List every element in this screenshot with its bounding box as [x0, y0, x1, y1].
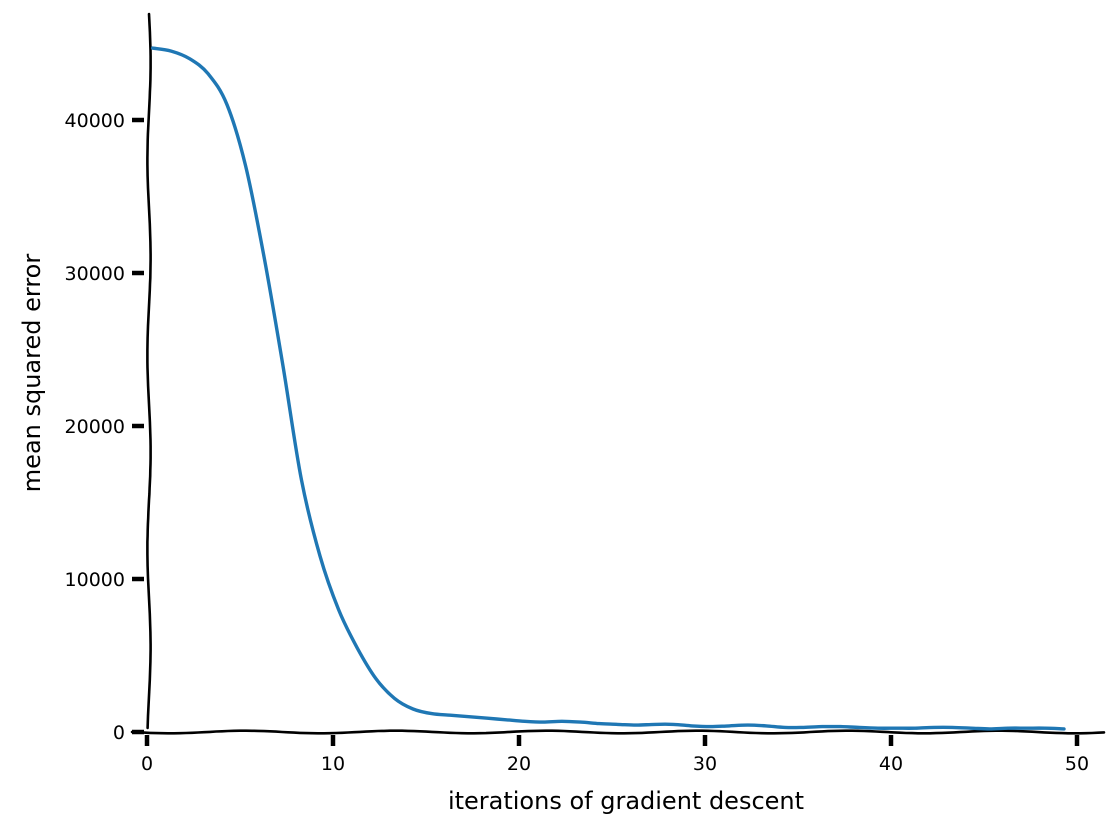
- data-point: [468, 716, 470, 718]
- data-point: [486, 717, 488, 719]
- data-point: [877, 727, 879, 729]
- data-point: [933, 726, 935, 728]
- data-point: [226, 104, 228, 106]
- data-point: [337, 608, 339, 610]
- x-tick-label: 0: [141, 753, 153, 775]
- axes: [130, 12, 1106, 735]
- data-point: [375, 677, 377, 679]
- y-tick-label: 20000: [65, 416, 125, 438]
- y-tick-label: 0: [113, 722, 125, 744]
- data-point: [356, 647, 358, 649]
- data-point: [207, 73, 209, 75]
- data-point: [189, 58, 191, 60]
- data-point: [282, 364, 284, 366]
- data-point: [263, 257, 265, 259]
- x-tick-label: 40: [879, 753, 903, 775]
- data-point: [300, 478, 302, 480]
- data-point: [449, 714, 451, 716]
- data-point: [747, 724, 749, 726]
- data-point: [858, 726, 860, 728]
- ticks: 0 10 20 30 40 50 0 10000 20000 30000 40000: [65, 110, 1090, 775]
- data-point: [914, 727, 916, 729]
- data-point: [765, 725, 767, 727]
- x-tick-label: 20: [507, 753, 531, 775]
- series-layer: [150, 46, 1066, 731]
- data-point: [170, 50, 172, 52]
- data-point: [579, 721, 581, 723]
- data-point: [728, 725, 730, 727]
- data-point: [970, 727, 972, 729]
- data-point: [821, 725, 823, 727]
- data-point: [840, 725, 842, 727]
- x-axis-label: iterations of gradient descent: [448, 787, 804, 815]
- y-axis-label: mean squared error: [18, 254, 46, 493]
- data-point: [691, 725, 693, 727]
- data-point: [523, 720, 525, 722]
- data-point: [802, 726, 804, 728]
- data-point: [151, 47, 153, 49]
- x-axis-line: [130, 729, 1106, 735]
- data-point: [542, 721, 544, 723]
- series-line: [150, 46, 1066, 731]
- data-point: [616, 723, 618, 725]
- y-axis-line: [146, 12, 152, 730]
- data-point: [635, 724, 637, 726]
- data-point: [319, 555, 321, 557]
- y-tick-label: 10000: [65, 569, 125, 591]
- data-point: [598, 722, 600, 724]
- data-point: [1044, 727, 1046, 729]
- data-point: [951, 726, 953, 728]
- y-tick-label: 40000: [65, 110, 125, 132]
- data-point: [672, 723, 674, 725]
- x-tick-label: 50: [1065, 753, 1089, 775]
- data-point: [412, 708, 414, 710]
- data-point: [988, 728, 990, 730]
- data-point: [784, 726, 786, 728]
- x-tick-label: 10: [321, 753, 345, 775]
- data-point: [430, 712, 432, 714]
- data-point: [895, 727, 897, 729]
- data-point: [1026, 727, 1028, 729]
- data-point: [1063, 728, 1065, 730]
- y-tick-label: 30000: [65, 263, 125, 285]
- data-point: [654, 723, 656, 725]
- data-point: [709, 725, 711, 727]
- data-point: [244, 165, 246, 167]
- data-point: [505, 719, 507, 721]
- data-point: [1007, 727, 1009, 729]
- data-point: [393, 697, 395, 699]
- data-point: [561, 720, 563, 722]
- x-tick-label: 30: [693, 753, 717, 775]
